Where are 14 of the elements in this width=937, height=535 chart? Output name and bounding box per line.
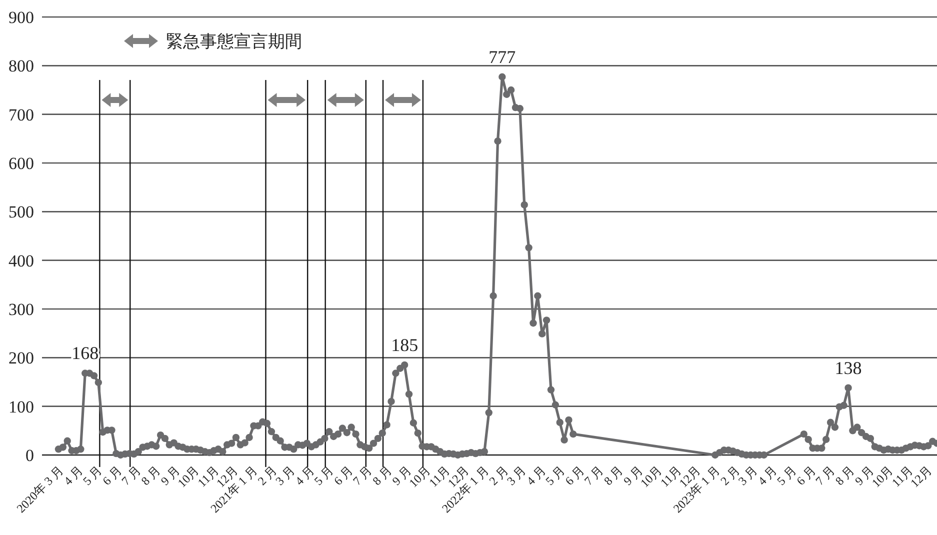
annotation: 緊急事態宣言期間 [166,32,302,51]
y-tick-label: 900 [8,8,34,27]
y-tick-label: 100 [8,397,34,416]
y-tick-label: 800 [8,56,34,76]
y-tick-label: 500 [8,202,34,222]
annotation: 777 [488,46,516,67]
y-tick-label: 400 [8,251,34,270]
annotation: 138 [834,358,862,378]
y-tick-label: 700 [8,105,34,124]
annotation: 185 [391,334,418,355]
y-tick-label: 0 [26,446,34,465]
y-tick-label: 600 [8,154,34,173]
y-tick-label: 200 [8,348,34,368]
y-tick-label: 300 [8,300,34,319]
